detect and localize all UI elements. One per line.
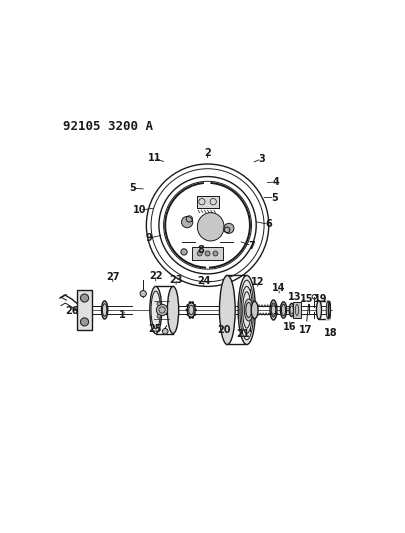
Circle shape [157, 314, 161, 318]
Circle shape [162, 328, 168, 334]
Ellipse shape [289, 303, 294, 317]
Text: 5: 5 [271, 192, 278, 203]
Ellipse shape [167, 286, 179, 334]
Ellipse shape [220, 276, 235, 344]
Circle shape [140, 290, 146, 297]
Ellipse shape [270, 300, 277, 320]
Ellipse shape [251, 301, 258, 319]
Ellipse shape [280, 302, 287, 318]
Text: 22: 22 [149, 271, 162, 281]
Circle shape [189, 302, 191, 303]
Circle shape [186, 309, 188, 311]
Text: 25: 25 [148, 325, 162, 334]
Circle shape [181, 216, 193, 228]
Circle shape [187, 313, 189, 316]
Text: 24: 24 [197, 276, 211, 286]
Ellipse shape [238, 276, 256, 344]
Text: 26: 26 [65, 305, 79, 316]
Text: 12: 12 [251, 277, 264, 287]
Circle shape [192, 302, 194, 303]
Circle shape [181, 249, 187, 255]
Bar [293, 302, 301, 318]
Circle shape [189, 317, 191, 318]
Text: 3: 3 [258, 154, 265, 164]
Text: 6: 6 [265, 219, 272, 229]
Text: 4: 4 [273, 177, 279, 187]
Text: 9: 9 [145, 233, 152, 244]
Text: 5: 5 [130, 183, 136, 193]
Circle shape [195, 309, 196, 311]
Circle shape [199, 199, 205, 205]
Circle shape [224, 223, 234, 233]
Ellipse shape [326, 301, 330, 319]
Circle shape [192, 317, 194, 318]
Bar [196, 196, 219, 208]
Ellipse shape [150, 286, 162, 334]
Bar [77, 289, 92, 330]
Circle shape [156, 304, 168, 316]
Text: 11: 11 [147, 153, 161, 163]
Circle shape [197, 251, 202, 256]
Text: 23: 23 [169, 274, 183, 285]
Text: 2: 2 [204, 148, 211, 158]
Text: 7: 7 [248, 240, 255, 251]
Text: 20: 20 [217, 325, 230, 335]
Circle shape [205, 251, 210, 256]
Text: 18: 18 [324, 328, 337, 337]
Ellipse shape [244, 299, 253, 321]
Ellipse shape [188, 302, 195, 318]
Text: 16: 16 [283, 321, 296, 332]
Bar [192, 247, 223, 261]
Ellipse shape [197, 213, 224, 241]
Circle shape [213, 251, 218, 256]
Circle shape [81, 318, 89, 326]
Circle shape [81, 294, 89, 302]
Circle shape [187, 304, 189, 306]
Circle shape [194, 304, 196, 306]
Text: 13: 13 [288, 292, 301, 302]
Text: 92105 3200 A: 92105 3200 A [63, 120, 153, 133]
Text: 17: 17 [299, 325, 312, 335]
Text: 14: 14 [273, 284, 286, 293]
Text: 21: 21 [236, 328, 249, 338]
Text: 15: 15 [300, 294, 313, 304]
Text: 8: 8 [198, 245, 205, 255]
Ellipse shape [102, 301, 108, 319]
Text: 27: 27 [106, 272, 119, 282]
Circle shape [194, 313, 196, 316]
Circle shape [210, 199, 216, 205]
Text: 10: 10 [133, 205, 147, 215]
Text: 19: 19 [314, 294, 328, 304]
Circle shape [157, 302, 161, 305]
Ellipse shape [316, 301, 322, 319]
Text: 1: 1 [119, 310, 126, 320]
